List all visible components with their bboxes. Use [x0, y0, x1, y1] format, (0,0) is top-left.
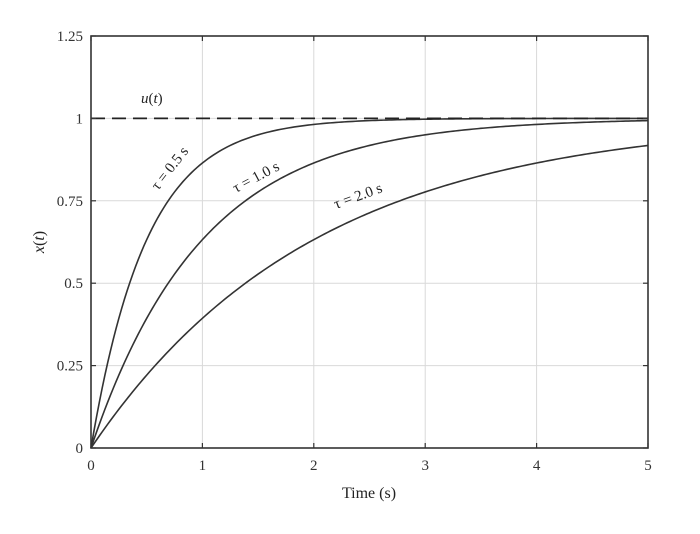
plot-frame [90, 35, 649, 449]
x-tick-label: 3 [421, 458, 429, 474]
y-tick-label: 0.25 [57, 359, 83, 375]
y-tick-label: 1 [76, 111, 84, 127]
y-tick-label: 0.75 [57, 194, 83, 210]
tau-1.0-label: τ = 1.0 s [230, 159, 282, 197]
curve--1.0-s [90, 119, 649, 449]
x-tick-label: 0 [87, 458, 95, 474]
x-tick-label: 1 [199, 458, 207, 474]
y-axis-var: x [31, 246, 48, 254]
y-axis-arg: t [31, 236, 48, 241]
x-tick-label: 4 [533, 458, 541, 474]
y-tick-label: 0 [76, 441, 84, 457]
x-tick-label: 2 [310, 458, 318, 474]
y-tick-label: 0.5 [64, 276, 83, 292]
u-t-label: u(t) [141, 91, 163, 107]
y-tick-labels: 0 0.25 0.5 0.75 1 1.25 [57, 29, 83, 457]
y-axis-title: x(t) [31, 231, 48, 254]
u-var: u [141, 91, 149, 107]
u-arg: t [154, 91, 159, 107]
tau-0.5-label: τ = 0.5 s [149, 144, 193, 194]
x-tick-label: 5 [644, 458, 652, 474]
x-axis-title: Time (s) [342, 485, 396, 502]
axis-ticks [90, 35, 649, 449]
grid-lines [91, 36, 648, 448]
x-tick-labels: 0 1 2 3 4 5 [87, 458, 652, 474]
curve--2.0-s [90, 144, 649, 449]
curves [90, 117, 649, 449]
tau-2.0-label: τ = 2.0 s [332, 180, 385, 212]
y-tick-label: 1.25 [57, 29, 83, 45]
